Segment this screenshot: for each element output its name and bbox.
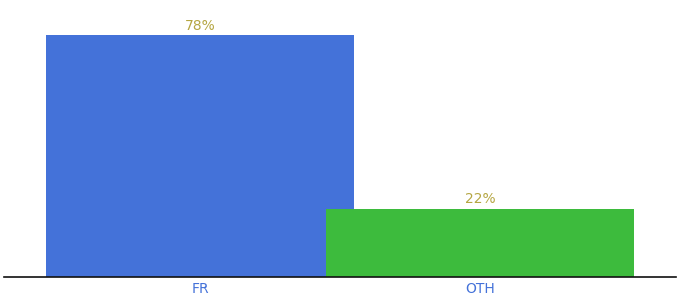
Text: 22%: 22% — [464, 192, 495, 206]
Text: 78%: 78% — [185, 19, 216, 33]
Bar — [326, 209, 634, 277]
Bar — [46, 35, 354, 277]
